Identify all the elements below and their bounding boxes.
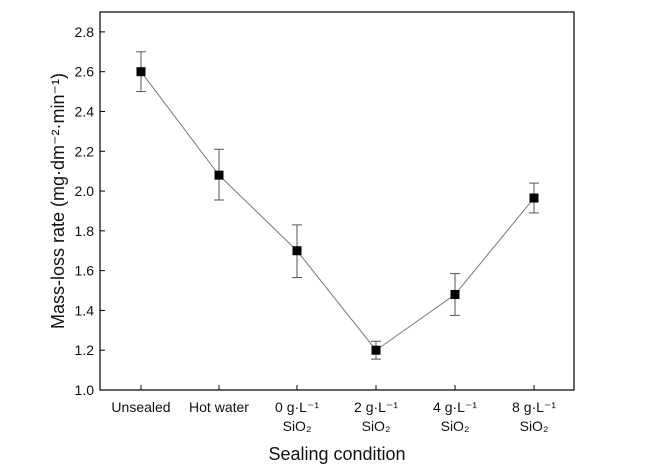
y-tick-label: 1.4 bbox=[75, 302, 95, 318]
x-tick-label-sub: SiO₂ bbox=[520, 418, 549, 434]
y-tick-label: 1.2 bbox=[75, 342, 95, 358]
y-axis: 1.0 1.2 1.4 1.6 1.8 2.0 2.2 2.4 2.6 2.8 bbox=[75, 24, 105, 398]
x-tick-label: Unsealed bbox=[111, 399, 170, 415]
y-tick-label: 1.0 bbox=[75, 382, 95, 398]
y-tick-label: 2.0 bbox=[75, 183, 95, 199]
x-axis: Unsealed Hot water 0 g·L⁻¹ SiO₂ 2 g·L⁻¹ SiO₂ 4… bbox=[111, 385, 556, 434]
data-point bbox=[529, 193, 539, 203]
y-tick-label: 2.4 bbox=[75, 103, 95, 119]
x-tick-label: Hot water bbox=[189, 399, 249, 415]
data-point bbox=[371, 345, 381, 355]
x-tick-label-sub: SiO₂ bbox=[362, 418, 391, 434]
y-tick-label: 1.8 bbox=[75, 223, 95, 239]
plot-frame bbox=[99, 11, 575, 391]
x-tick-label-sub: SiO₂ bbox=[441, 418, 470, 434]
data-point bbox=[450, 290, 460, 300]
data-point bbox=[214, 170, 224, 180]
y-tick-label: 2.2 bbox=[75, 143, 95, 159]
y-tick-label: 2.6 bbox=[75, 64, 95, 80]
x-tick-label: 8 g·L⁻¹ bbox=[512, 399, 556, 415]
x-axis-title: Sealing condition bbox=[268, 444, 405, 464]
series-mass-loss-rate bbox=[136, 51, 539, 360]
data-point bbox=[136, 67, 146, 77]
x-tick-label-sub: SiO₂ bbox=[283, 418, 312, 434]
x-tick-label: 4 g·L⁻¹ bbox=[433, 399, 477, 415]
y-tick-label: 1.6 bbox=[75, 263, 95, 279]
series-line bbox=[140, 71, 535, 351]
x-tick-label: 0 g·L⁻¹ bbox=[275, 399, 319, 415]
y-tick-label: 2.8 bbox=[75, 24, 95, 40]
y-axis-title: Mass-loss rate (mg·dm⁻²·min⁻¹) bbox=[48, 73, 68, 329]
x-tick-label: 2 g·L⁻¹ bbox=[354, 399, 398, 415]
data-point bbox=[292, 246, 302, 256]
